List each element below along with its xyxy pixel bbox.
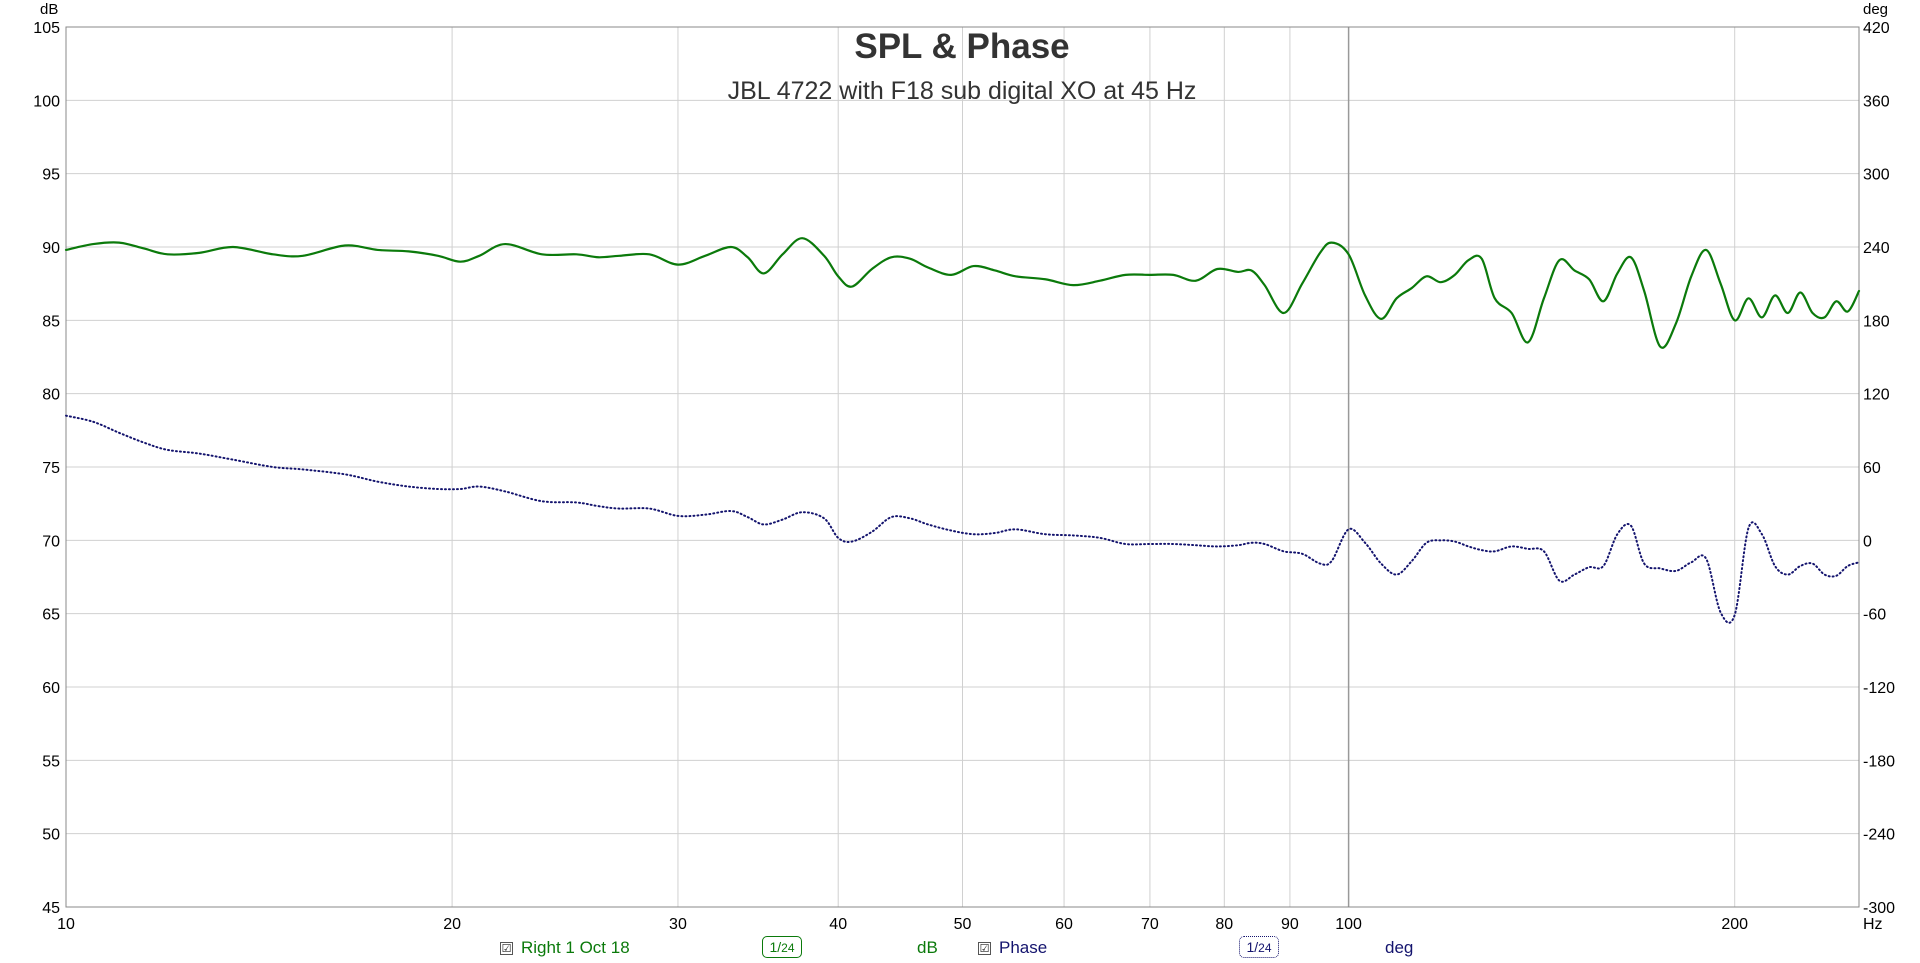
left-tick-label: 95 [42, 167, 60, 184]
series-layer [64, 237, 1861, 624]
left-tick-label: 55 [42, 753, 60, 770]
x-axis-unit: Hz [1863, 916, 1883, 933]
spl-legend-label: Right 1 Oct 18 [521, 938, 630, 957]
phase-smoothing-denominator: 24 [1258, 941, 1272, 955]
x-tick-label: 200 [1721, 916, 1748, 933]
phase-smoothing-button[interactable]: 1/24 [1239, 936, 1279, 958]
spl-smoothing-denominator: 24 [781, 941, 795, 955]
left-axis-ticks: 45 50 55 60 65 70 75 80 85 90 95 100 105 [33, 20, 60, 917]
left-tick-label: 70 [42, 533, 60, 550]
right-tick-label: -240 [1863, 827, 1895, 844]
left-tick-label: 45 [42, 900, 60, 917]
phase-series-line [65, 414, 1860, 624]
right-tick-label: -300 [1863, 900, 1895, 917]
x-tick-label: 70 [1141, 916, 1159, 933]
chart-subtitle: JBL 4722 with F18 sub digital XO at 45 H… [728, 77, 1197, 105]
x-tick-label: 10 [57, 916, 75, 933]
x-tick-label: 80 [1215, 916, 1233, 933]
x-tick-label: 20 [443, 916, 461, 933]
phase-unit-label: deg [1385, 938, 1414, 957]
right-tick-label: 420 [1863, 20, 1890, 37]
left-tick-label: 75 [42, 460, 60, 477]
right-axis-ticks: -300 -240 -180 -120 -60 0 60 120 180 240 300 360 420 [1863, 20, 1895, 917]
x-tick-label: 60 [1055, 916, 1073, 933]
right-tick-label: 300 [1863, 167, 1890, 184]
left-tick-label: 90 [42, 240, 60, 257]
phase-smoothing-numerator: 1 [1246, 939, 1255, 955]
right-tick-label: 120 [1863, 387, 1890, 404]
phase-legend-label: Phase [999, 938, 1048, 957]
legend-item-phase[interactable]: ☑ Phase [978, 938, 1047, 958]
right-axis-label: deg [1863, 1, 1888, 18]
left-axis-label: dB [40, 1, 58, 18]
x-tick-label: 90 [1281, 916, 1299, 933]
left-tick-label: 105 [33, 20, 60, 37]
left-tick-label: 60 [42, 680, 60, 697]
spl-series-line [64, 237, 1861, 349]
right-tick-label: -180 [1863, 753, 1895, 770]
right-tick-label: 240 [1863, 240, 1890, 257]
phase-unit: deg [1385, 938, 1413, 958]
right-tick-label: -120 [1863, 680, 1895, 697]
spl-checkbox[interactable]: ☑ [500, 941, 513, 955]
left-tick-label: 65 [42, 607, 60, 624]
spl-smoothing-button[interactable]: 1/24 [762, 936, 802, 958]
left-tick-label: 80 [42, 387, 60, 404]
phase-checkbox[interactable]: ☑ [978, 941, 991, 955]
chart-title: SPL & Phase [854, 27, 1069, 66]
x-tick-label: 50 [954, 916, 972, 933]
right-tick-label: 360 [1863, 93, 1890, 110]
right-tick-label: -60 [1863, 607, 1886, 624]
x-axis-ticks: 10 20 30 40 50 60 70 80 90 100 200 [57, 916, 1748, 933]
right-tick-label: 180 [1863, 313, 1890, 330]
right-tick-label: 0 [1863, 533, 1872, 550]
x-tick-label: 40 [829, 916, 847, 933]
left-tick-label: 50 [42, 827, 60, 844]
legend: ☑ Right 1 Oct 18 1/24 dB ☑ Phase 1/24 de… [0, 936, 1920, 960]
left-tick-label: 85 [42, 313, 60, 330]
right-tick-label: 60 [1863, 460, 1881, 477]
left-tick-label: 100 [33, 93, 60, 110]
spl-unit-label: dB [917, 938, 938, 957]
legend-item-spl[interactable]: ☑ Right 1 Oct 18 [500, 938, 630, 958]
x-tick-label: 30 [669, 916, 687, 933]
grid-lines [65, 26, 1859, 908]
x-tick-label: 100 [1335, 916, 1362, 933]
plot-frame [65, 26, 1860, 908]
spl-unit: dB [917, 938, 938, 958]
spl-smoothing-numerator: 1 [769, 939, 778, 955]
